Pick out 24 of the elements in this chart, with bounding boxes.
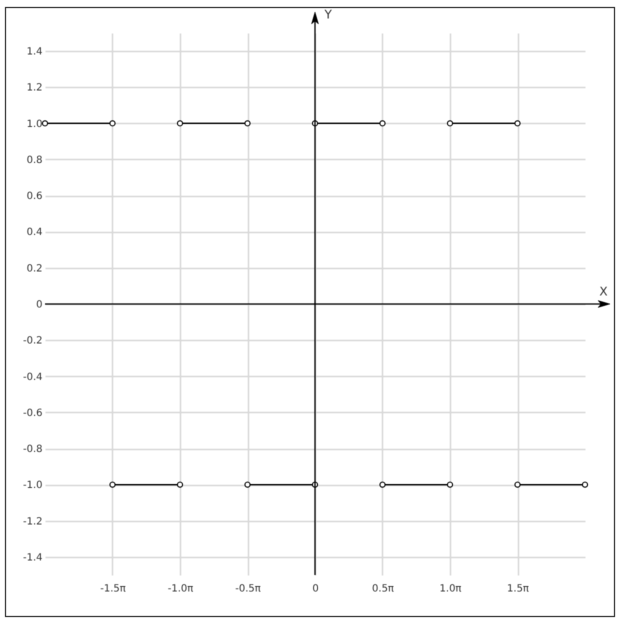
x-tick-label: -1.5π <box>100 584 126 594</box>
x-tick-label: 1.5π <box>507 584 529 594</box>
y-tick-label: -1.4 <box>22 552 42 564</box>
y-tick-label: 0.6 <box>26 191 42 202</box>
y-tick-label: -0.4 <box>22 372 42 383</box>
y-tick-label: 0.4 <box>26 227 42 238</box>
y-tick-label: 1.2 <box>26 82 42 94</box>
y-tick-label: -1.2 <box>22 516 42 528</box>
y-tick-label: 1.0 <box>26 118 42 130</box>
y-tick-label: -0.8 <box>22 444 42 456</box>
x-tick-label: -0.5π <box>235 584 261 594</box>
x-tick-label: 0.5π <box>372 584 394 594</box>
y-tick-label: -0.2 <box>22 336 42 347</box>
y-tick-label: 0.8 <box>26 154 42 166</box>
y-tick-label: 0.2 <box>26 263 42 274</box>
y-tick-label: 0 <box>36 300 42 310</box>
x-tick-label: -1.0π <box>168 584 194 594</box>
y-tick-label: 1.4 <box>26 46 42 58</box>
y-tick-label: -0.6 <box>22 408 42 419</box>
y-tick-label: -1.0 <box>22 480 42 492</box>
x-axis-title: X <box>599 284 608 298</box>
x-tick-label: 1.0π <box>440 584 462 594</box>
y-axis-title: Y <box>324 8 332 22</box>
x-tick-label: 0 <box>312 584 319 594</box>
